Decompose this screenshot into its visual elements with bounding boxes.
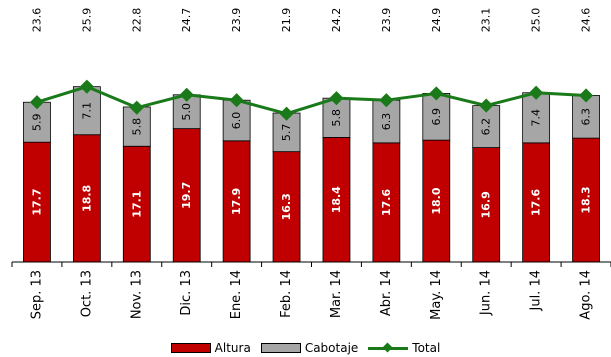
data-label-altura: 16.3 [280,193,293,220]
data-label-total: 23.9 [380,8,393,33]
x-tick-label: Jul. 14 [529,270,544,312]
legend-label-cabotaje: Cabotaje [304,341,359,355]
data-label-altura: 17.6 [380,189,393,216]
data-label-altura: 17.9 [230,188,243,215]
data-label-cabotaje: 6.9 [430,108,443,126]
legend-swatch-total [368,342,409,353]
data-label-cabotaje: 7.4 [530,109,543,127]
bar-altura [23,141,51,263]
data-label-cabotaje: 6.3 [380,113,393,130]
data-label-total: 23.6 [30,8,43,33]
x-tick-label: Sep. 13 [29,270,44,319]
legend-item-cabotaje: Cabotaje [260,341,359,355]
x-tick-label: Dic. 13 [179,270,194,316]
data-label-altura: 19.7 [180,182,193,209]
stacked-bar-chart: 17.7 5.9 23.6 18.8 7.1 25.9 17.1 5.8 22.8 19.7 5.0… [11,8,611,320]
data-label-total: 24.6 [580,8,593,33]
data-label-total: 23.1 [480,8,493,33]
bar-cabotaje [372,99,401,144]
x-tick-label: Mar. 14 [329,270,344,318]
data-label-altura: 17.6 [530,189,543,216]
marker-total [29,95,45,110]
data-label-total: 21.9 [280,8,293,33]
data-label-cabotaje: 5.0 [180,103,193,121]
bar-altura [472,147,501,263]
x-tick-label: Nov. 13 [129,270,144,319]
bar-altura [422,139,451,263]
legend-item-total: Total [368,341,440,355]
legend-swatch-altura [170,343,211,353]
legend-label-total: Total [412,341,441,355]
data-label-cabotaje: 6.3 [580,108,593,126]
data-label-cabotaje: 6.2 [480,118,493,136]
legend-item-altura: Altura [170,341,251,355]
marker-total [329,91,344,106]
data-label-cabotaje: 5.8 [330,109,343,127]
x-tick-label: Feb. 14 [279,270,294,318]
marker-total [479,98,494,113]
data-label-total: 24.9 [430,8,443,33]
x-tick-label: Ago. 14 [579,270,594,320]
data-label-total: 24.2 [330,8,343,33]
bar-altura [572,137,600,263]
marker-total [578,88,594,103]
data-label-total: 23.9 [230,8,243,33]
marker-total [379,93,394,108]
bar-cabotaje [572,95,600,139]
data-label-total: 24.7 [180,8,193,33]
data-label-altura: 16.9 [480,191,493,218]
bar-cabotaje [422,93,451,141]
data-label-cabotaje: 5.8 [130,118,143,136]
data-label-altura: 18.0 [430,187,443,214]
marker-total [429,86,444,101]
data-label-cabotaje: 5.7 [280,124,293,142]
line-total [36,85,587,116]
x-tick-label: Abr. 14 [379,270,394,316]
data-label-altura: 18.8 [80,185,93,212]
legend-swatch-cabotaje [260,343,301,353]
marker-total [279,106,294,121]
bar-altura [522,142,551,263]
x-tick-label: Oct. 13 [79,270,94,317]
marker-total [529,85,544,100]
data-label-altura: 17.7 [30,189,43,216]
x-tick-label: Jun. 14 [479,270,494,316]
legend: Altura Cabotaje Total [0,339,611,357]
data-label-altura: 18.4 [330,186,343,213]
legend-label-altura: Altura [214,341,251,355]
data-label-cabotaje: 6.0 [230,112,243,130]
data-label-altura: 17.1 [130,191,143,218]
data-label-total: 22.8 [130,8,143,33]
data-label-altura: 18.3 [580,186,593,213]
x-tick-label: Ene. 14 [229,270,244,319]
data-label-cabotaje: 5.9 [30,113,43,130]
data-label-total: 25.0 [530,8,543,33]
data-label-cabotaje: 7.1 [80,102,93,120]
bar-cabotaje [72,86,101,136]
x-tick-label: May. 14 [429,270,444,320]
bar-altura [272,151,301,263]
data-label-total: 25.9 [80,8,93,33]
